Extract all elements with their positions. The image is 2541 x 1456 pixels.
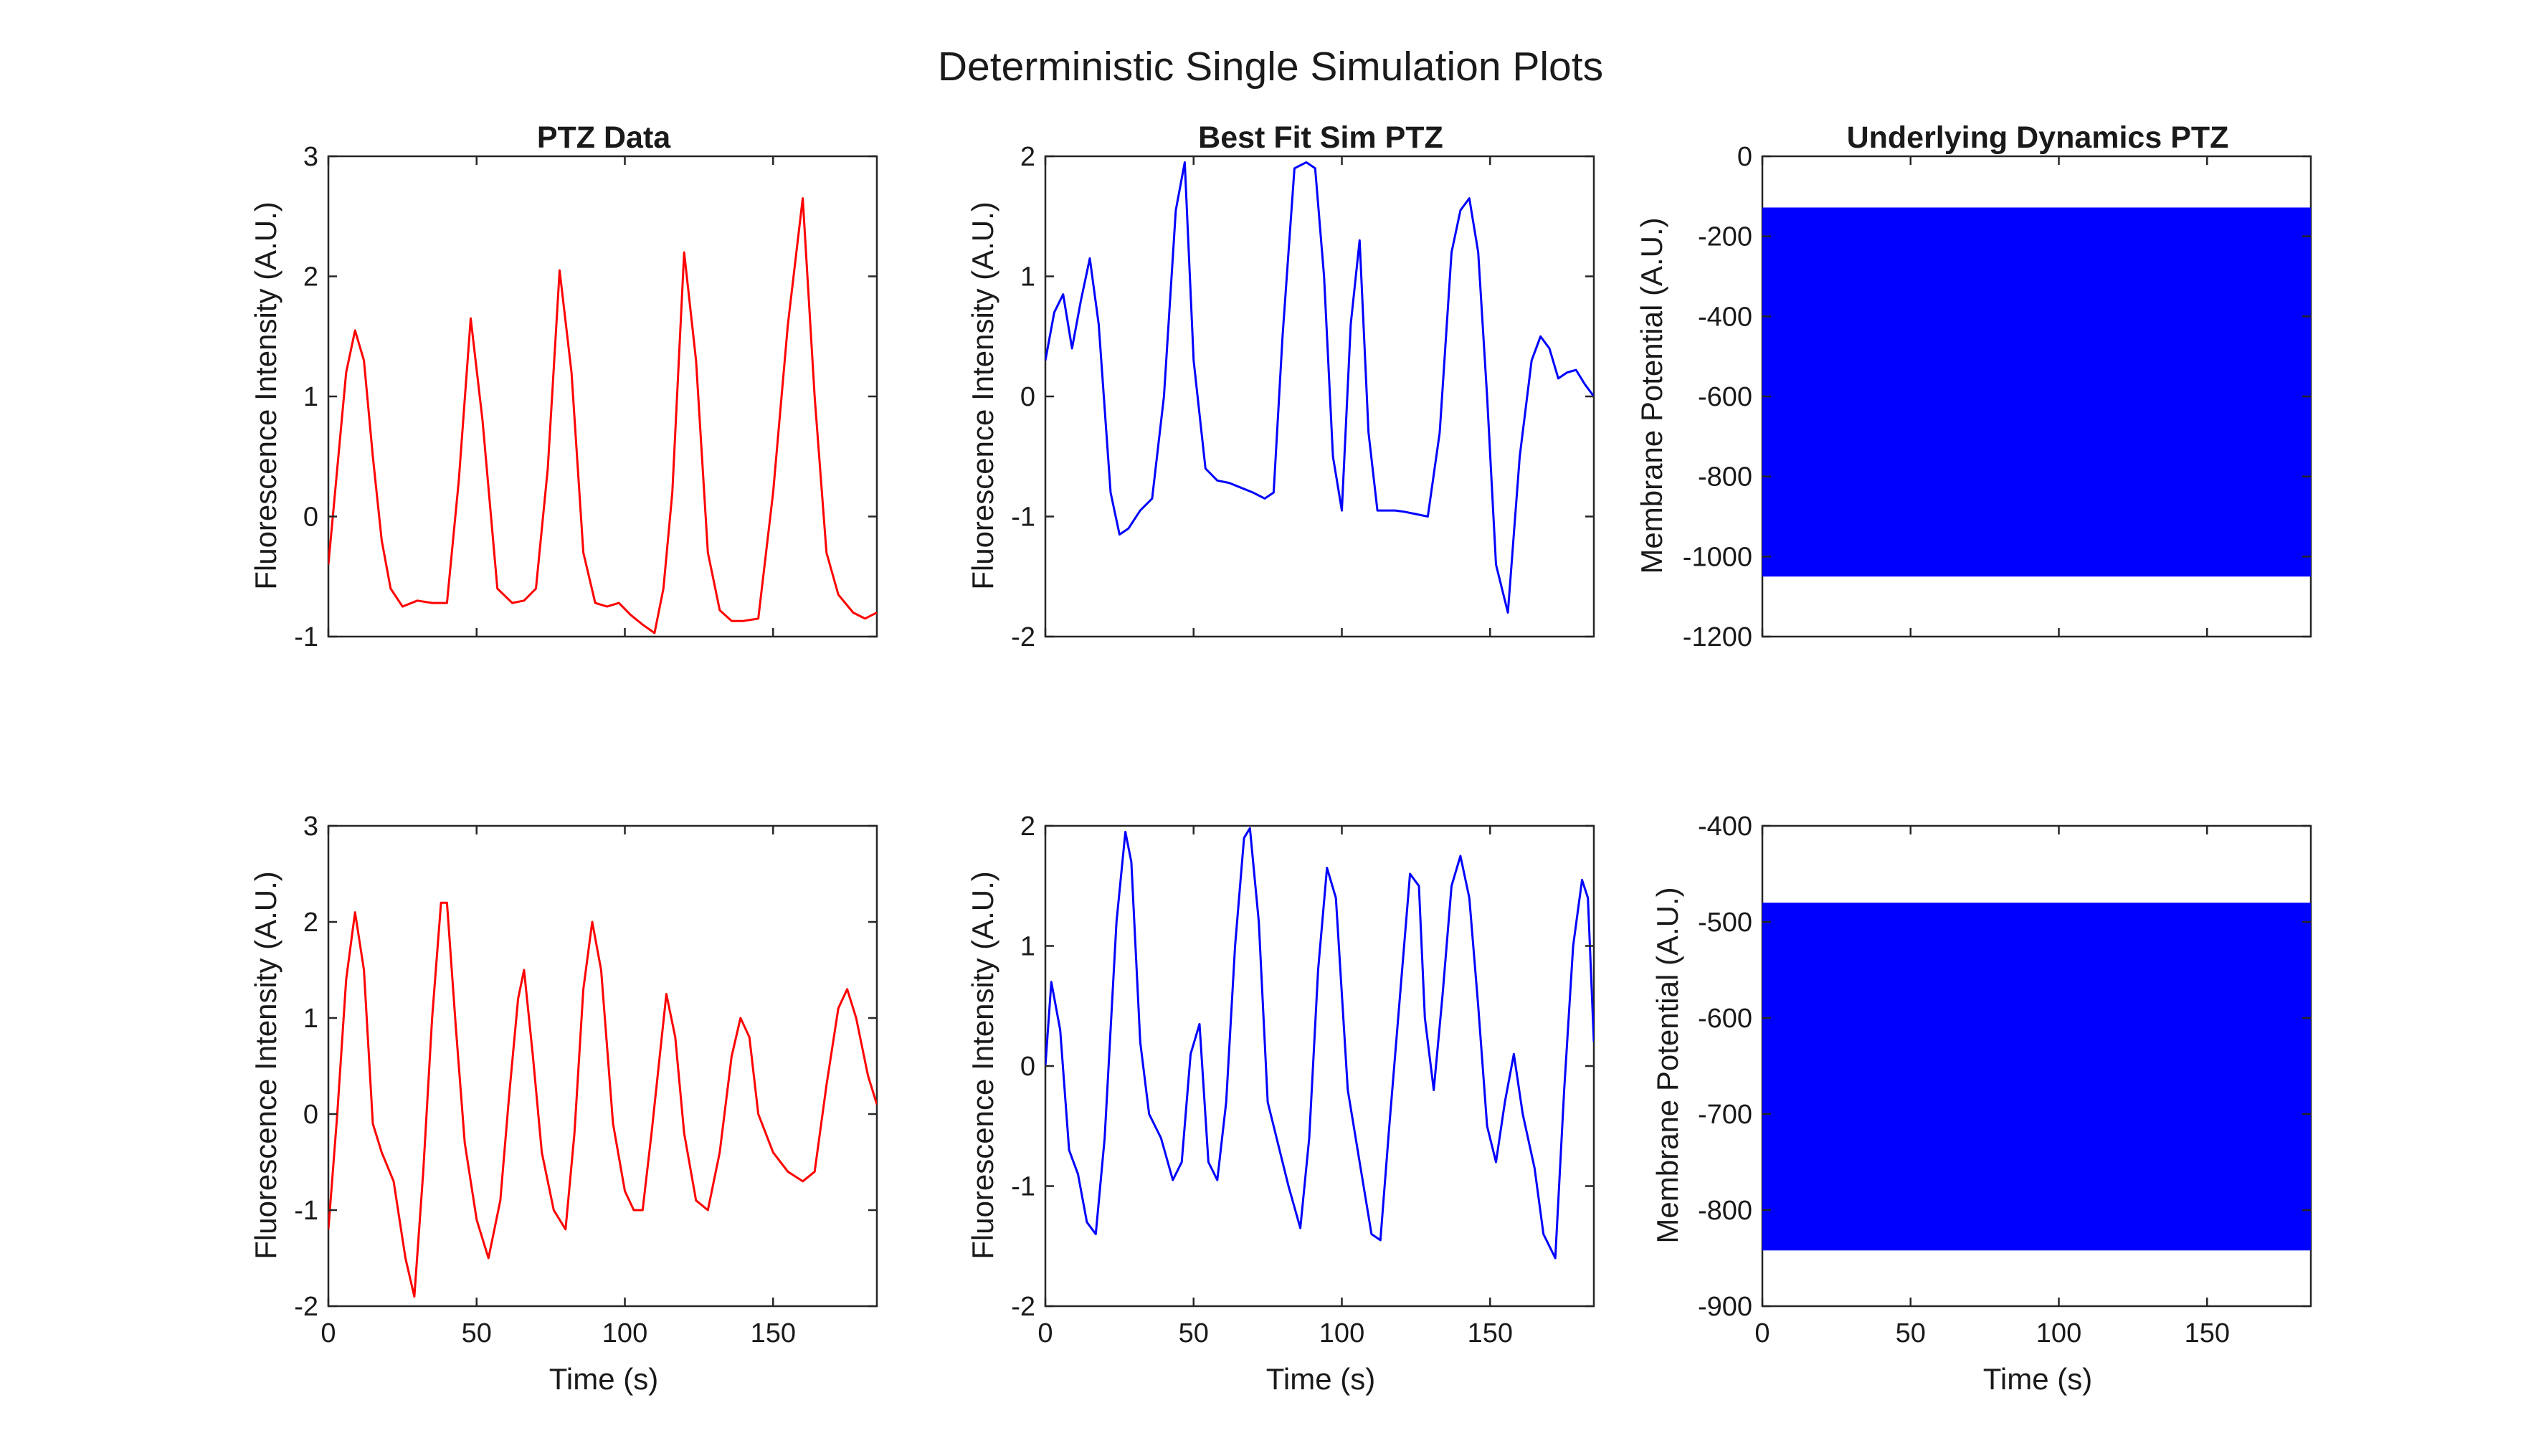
y-tick-label: -600 <box>1698 1004 1752 1034</box>
panel-title: PTZ Data <box>537 120 671 155</box>
plot-area <box>327 155 878 638</box>
y-tick-label: 3 <box>303 142 318 172</box>
y-tick-label: -400 <box>1698 812 1752 842</box>
y-tick-label: -200 <box>1698 222 1752 252</box>
y-tick-label: 2 <box>1020 142 1035 172</box>
y-tick-label: -900 <box>1698 1292 1752 1322</box>
series-line <box>328 197 877 634</box>
y-tick-label: -2 <box>1011 622 1035 652</box>
y-tick-label: -1 <box>294 1196 318 1226</box>
x-axis-label: Time (s) <box>1983 1362 2092 1396</box>
x-tick-label: 150 <box>751 1318 796 1348</box>
x-tick-label: 0 <box>1754 1318 1770 1348</box>
y-tick-label: 0 <box>1020 1052 1035 1082</box>
figure-title: Deterministic Single Simulation Plots <box>938 44 1603 90</box>
series-line <box>1045 161 1594 614</box>
y-tick-label: 1 <box>1020 932 1035 962</box>
panel-underlying-dynamics-ptz: Underlying Dynamics PTZ Membrane Potenti… <box>1635 120 2312 652</box>
x-tick-label: 0 <box>1037 1318 1053 1348</box>
y-tick-label: -600 <box>1698 382 1752 412</box>
panel-bottom-sim: Fluorescence Intensity (A.U.) Time (s) -… <box>966 812 1595 1396</box>
y-tick-label: -400 <box>1698 302 1752 332</box>
series-line <box>328 901 877 1298</box>
y-tick-label: -1 <box>1011 503 1035 533</box>
x-axis-label: Time (s) <box>549 1362 658 1396</box>
y-tick-label: 1 <box>1020 262 1035 292</box>
y-tick-label: -700 <box>1698 1100 1752 1130</box>
y-tick-label: 0 <box>303 503 318 533</box>
y-axis-label: Membrane Potential (A.U.) <box>1651 887 1684 1243</box>
plot-area <box>327 824 878 1308</box>
x-tick-label: 0 <box>320 1318 336 1348</box>
y-axis-label: Fluorescence Intensity (A.U.) <box>966 871 999 1260</box>
panel-best-fit-sim-ptz: Best Fit Sim PTZ Fluorescence Intensity … <box>966 120 1595 652</box>
x-axis-label: Time (s) <box>1266 1362 1375 1396</box>
y-tick-label: 3 <box>303 812 318 842</box>
y-tick-label: 0 <box>1020 382 1035 412</box>
y-tick-label: -1000 <box>1683 542 1752 572</box>
y-axis-label: Fluorescence Intensity (A.U.) <box>249 201 282 590</box>
panel-title: Underlying Dynamics PTZ <box>1847 120 2229 155</box>
x-tick-label: 100 <box>2036 1318 2081 1348</box>
x-tick-label: 100 <box>1319 1318 1364 1348</box>
y-tick-label: -800 <box>1698 1196 1752 1226</box>
y-tick-label: -800 <box>1698 462 1752 493</box>
y-axis-label: Fluorescence Intensity (A.U.) <box>966 201 999 590</box>
y-tick-label: -2 <box>294 1292 318 1322</box>
x-tick-label: 150 <box>2185 1318 2230 1348</box>
y-tick-label: 1 <box>303 382 318 412</box>
oscillation-band <box>1762 207 2311 577</box>
y-tick-label: 2 <box>303 262 318 292</box>
y-tick-label: 2 <box>1020 812 1035 842</box>
y-tick-label: -500 <box>1698 908 1752 938</box>
y-tick-label: 2 <box>303 908 318 938</box>
y-tick-label: -1200 <box>1683 622 1752 652</box>
panel-ptz-data: PTZ Data Fluorescence Intensity (A.U.) -… <box>249 120 878 652</box>
x-tick-label: 50 <box>1896 1318 1926 1348</box>
oscillation-band <box>1762 903 2311 1251</box>
series-line <box>1045 827 1594 1260</box>
panel-bottom-data: Fluorescence Intensity (A.U.) Time (s) -… <box>249 812 878 1396</box>
plot-area <box>1044 155 1595 638</box>
y-axis-label: Fluorescence Intensity (A.U.) <box>249 871 282 1260</box>
x-tick-label: 150 <box>1468 1318 1513 1348</box>
y-tick-label: 1 <box>303 1004 318 1034</box>
x-tick-label: 50 <box>462 1318 492 1348</box>
x-tick-label: 50 <box>1179 1318 1209 1348</box>
x-tick-label: 100 <box>602 1318 647 1348</box>
y-axis-label: Membrane Potential (A.U.) <box>1635 217 1668 574</box>
y-tick-label: -1 <box>1011 1172 1035 1202</box>
y-tick-label: 0 <box>1737 142 1752 172</box>
panel-bottom-dynamics: Membrane Potential (A.U.) Time (s) -900 -… <box>1651 812 2312 1396</box>
y-tick-label: -2 <box>1011 1292 1035 1322</box>
y-tick-label: 0 <box>303 1100 318 1130</box>
plot-area <box>1044 824 1595 1308</box>
y-tick-label: -1 <box>294 622 318 652</box>
panel-title: Best Fit Sim PTZ <box>1198 120 1443 155</box>
